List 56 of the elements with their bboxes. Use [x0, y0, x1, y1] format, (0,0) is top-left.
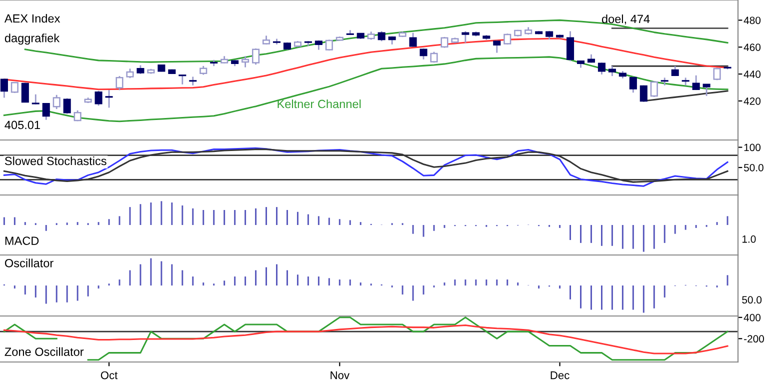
candlestick [608, 65, 616, 77]
line-series [3, 324, 728, 354]
y-tick-label: 50.0 [744, 164, 764, 172]
candlestick [126, 68, 134, 79]
y-tick-label: 100 [744, 144, 761, 152]
candlestick [10, 81, 18, 94]
text: MACD [5, 236, 39, 245]
candlestick [713, 67, 721, 81]
y-tick-label: 480 [744, 16, 761, 24]
annotation: doel, 474 [602, 14, 650, 25]
text: 1.0 [742, 235, 756, 243]
candlestick [63, 98, 71, 114]
candlestick [116, 75, 124, 91]
candlestick [420, 48, 428, 60]
candlestick [692, 74, 700, 91]
y-tick-label: 420 [744, 97, 761, 105]
candlestick [52, 94, 60, 110]
text: Zone Oscillator [4, 347, 84, 356]
y-tick-label: 440 [744, 70, 761, 78]
y-tick-label: 460 [744, 44, 761, 51]
candlestick [32, 94, 40, 106]
candlestick [660, 76, 668, 86]
annotation: Keltner Channel [278, 100, 361, 108]
candlestick [105, 89, 113, 108]
x-tick-label: Dec [550, 371, 570, 380]
candlestick [440, 36, 448, 48]
annotation: 405.01 [4, 120, 40, 130]
text: Slowed Stochastics [4, 156, 106, 166]
y-tick-label: 400 [744, 314, 761, 322]
candlestick [94, 90, 102, 106]
chart-title: Oscillator [4, 258, 54, 268]
candlestick [252, 48, 260, 66]
candlestick [378, 30, 386, 42]
candlestick [504, 32, 512, 46]
candlestick [21, 82, 29, 104]
line-series [642, 90, 728, 102]
text: daggrafiek [4, 34, 60, 45]
candlestick [462, 30, 470, 44]
candlestick [566, 30, 574, 62]
candlestick [0, 78, 8, 98]
candlestick [702, 84, 710, 97]
candlestick [629, 76, 637, 94]
y-tick-label: -200 [744, 335, 764, 343]
candlestick [42, 102, 50, 121]
candlestick [650, 80, 658, 98]
candlestick [598, 62, 606, 76]
x-tick-label: Nov [330, 371, 350, 380]
candlestick [493, 40, 501, 54]
x-tick-label: Oct [100, 371, 118, 380]
candlestick [178, 74, 186, 86]
candlestick [682, 76, 690, 86]
candlestick [409, 32, 417, 48]
candlestick [325, 39, 333, 52]
candlestick [242, 55, 250, 68]
candlestick [189, 76, 197, 86]
text: AEX Index [4, 14, 60, 23]
